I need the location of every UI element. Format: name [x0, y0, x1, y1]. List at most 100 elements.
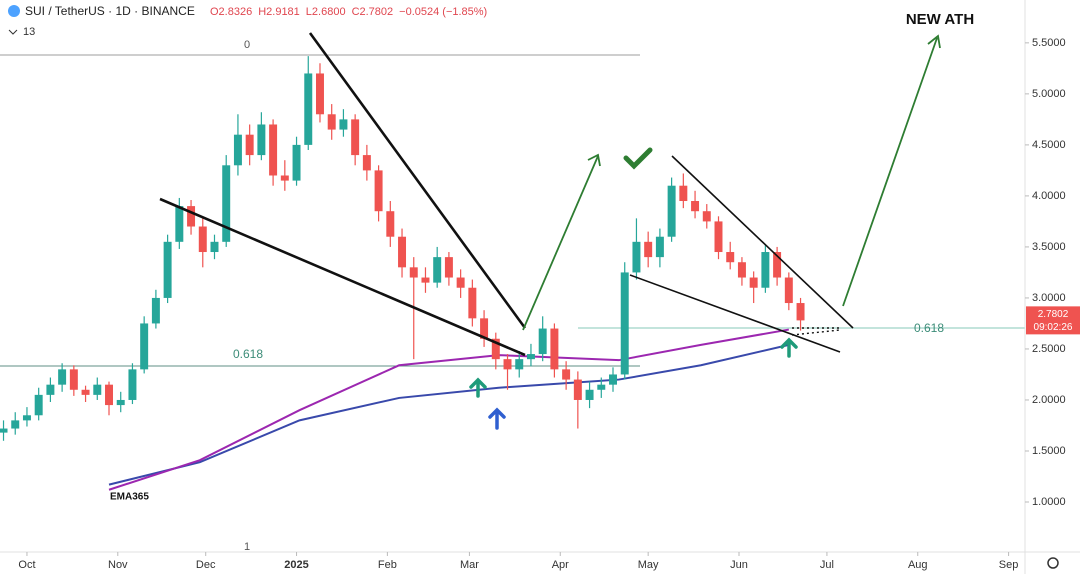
- candle-body: [597, 384, 606, 390]
- candle-body: [34, 394, 43, 416]
- arrow: [842, 37, 938, 307]
- trendline: [308, 32, 527, 329]
- candle-body: [620, 272, 629, 375]
- y-tick-label: 1.0000: [1032, 496, 1066, 508]
- y-tick-label: 5.5000: [1032, 37, 1066, 49]
- candle-body: [491, 338, 500, 360]
- candle-body: [327, 114, 336, 130]
- candle-body: [632, 241, 641, 273]
- x-tick-label: May: [638, 559, 659, 571]
- candle-body: [526, 354, 535, 360]
- candle-body: [737, 262, 746, 278]
- x-tick-label: Mar: [460, 559, 479, 571]
- candle-body: [362, 155, 371, 171]
- candle-body: [609, 374, 617, 385]
- candle-body: [116, 399, 125, 406]
- y-tick-label: 3.5000: [1032, 241, 1066, 253]
- candle-body: [339, 119, 348, 130]
- y-tick-label: 2.5000: [1032, 343, 1066, 355]
- candle-body: [93, 384, 102, 395]
- trendline: [671, 155, 854, 329]
- candle-body: [69, 369, 78, 390]
- x-tick-label: Jun: [730, 559, 748, 571]
- candle-body: [163, 241, 172, 298]
- candle-body: [691, 201, 700, 212]
- candle-body: [151, 297, 160, 324]
- y-tick-label: 3.0000: [1032, 292, 1066, 304]
- candle-body: [515, 359, 524, 370]
- candle-body: [210, 241, 219, 253]
- fib-label: 0.618: [233, 347, 263, 361]
- indicator-count: 13: [23, 26, 35, 38]
- settings-icon[interactable]: [1047, 557, 1059, 569]
- x-tick-label: Feb: [378, 559, 397, 571]
- fib-label: 0.618: [914, 321, 944, 335]
- candle-body: [655, 236, 664, 258]
- arrow: [522, 155, 599, 331]
- candle-body: [667, 185, 676, 237]
- x-tick-label: Apr: [552, 559, 569, 571]
- symbol-title: SUI / TetherUS · 1D · BINANCE: [25, 4, 195, 18]
- x-tick-label: Nov: [108, 559, 128, 571]
- candle-body: [245, 134, 254, 156]
- up-arrow: [780, 337, 798, 358]
- candle-body: [573, 379, 582, 400]
- candle-body: [175, 206, 184, 242]
- trendlines: [159, 32, 854, 357]
- candle-body: [398, 236, 407, 268]
- fib-label: 1: [244, 541, 250, 553]
- candle-body: [773, 252, 782, 278]
- check-mark: [623, 147, 653, 170]
- candle-body: [761, 252, 770, 288]
- candle-body: [503, 359, 512, 370]
- candle-body: [538, 328, 547, 355]
- candle-body: [304, 73, 313, 145]
- price-tag-countdown: 09:02:26: [1034, 322, 1073, 333]
- signal-arrows: [469, 337, 798, 430]
- candle-body: [81, 389, 90, 395]
- candle-body: [749, 277, 758, 288]
- ema-line: [108, 343, 790, 486]
- x-tick-label: Dec: [196, 559, 216, 571]
- price-tag-label: 2.7802: [1038, 309, 1069, 320]
- trendline: [159, 197, 526, 357]
- projection-arrows: [522, 34, 941, 331]
- readout-value: L2.6800: [306, 6, 346, 18]
- symbol-icon: [8, 5, 20, 17]
- candle-body: [784, 277, 793, 304]
- candle-body: [269, 124, 278, 176]
- candle-body: [11, 420, 20, 429]
- readout-value: O2.8326: [210, 6, 252, 18]
- candle-body: [22, 415, 31, 421]
- candle-body: [550, 328, 559, 370]
- candle-body: [562, 369, 571, 380]
- candle-body: [46, 384, 55, 395]
- y-tick-label: 1.5000: [1032, 445, 1066, 457]
- trendline: [629, 274, 841, 353]
- x-tick-label: Aug: [908, 559, 928, 571]
- plot-area: [0, 56, 805, 491]
- price-tag: [1026, 306, 1080, 335]
- candle-body: [468, 287, 477, 319]
- collapse-icon: [8, 29, 18, 35]
- candle-body: [433, 257, 442, 283]
- x-tick-label: 2025: [284, 559, 308, 571]
- projection: [791, 329, 841, 336]
- candle-body: [585, 389, 594, 400]
- x-tick-label: Oct: [18, 559, 35, 571]
- y-tick-label: 5.0000: [1032, 88, 1066, 100]
- line-label: EMA365: [110, 492, 149, 503]
- candle-body: [0, 428, 8, 433]
- candle-body: [140, 323, 149, 370]
- candle-body: [796, 303, 805, 321]
- candle-body: [222, 165, 231, 242]
- candle-body: [198, 226, 207, 253]
- arrow-head: [927, 34, 941, 49]
- up-arrow: [488, 407, 506, 430]
- candle-body: [128, 369, 137, 400]
- y-tick-label: 4.0000: [1032, 190, 1066, 202]
- y-tick-label: 2.0000: [1032, 394, 1066, 406]
- fib-label: 0: [244, 39, 250, 51]
